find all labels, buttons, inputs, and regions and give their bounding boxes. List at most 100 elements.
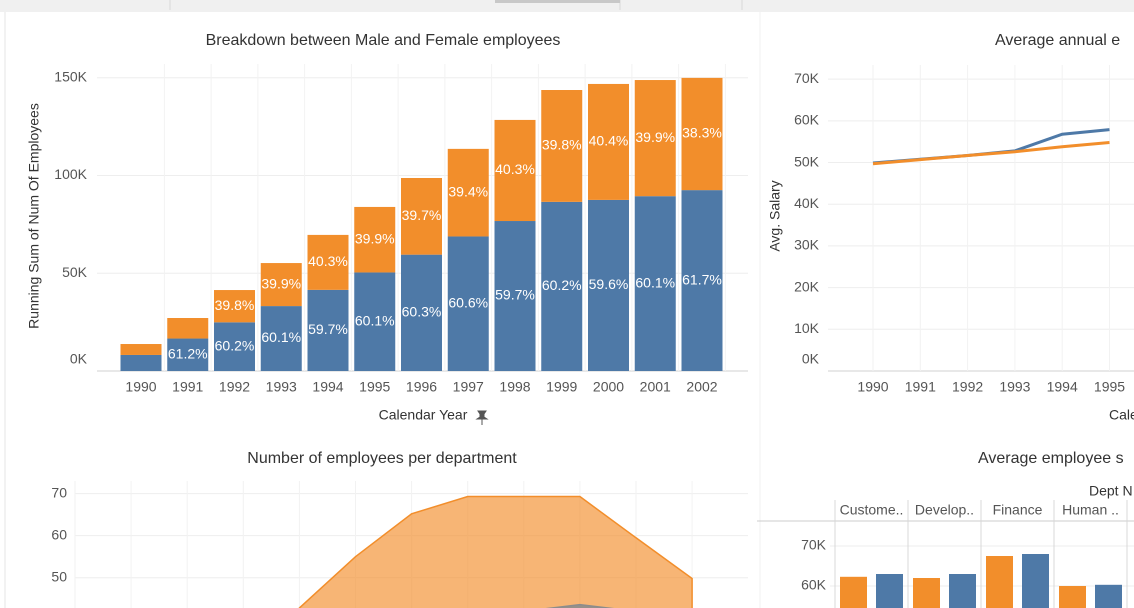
area-series (545, 603, 615, 608)
percent-label: 60.1% (355, 312, 395, 328)
bar-segment (167, 338, 209, 371)
percent-label: 40.4% (589, 133, 629, 149)
y-tick-label: 70K (794, 70, 820, 86)
x-tick-label: 1990 (857, 379, 888, 395)
area-series (298, 495, 693, 608)
y-tick-label: 70 (51, 484, 67, 500)
y-tick-label: 30K (794, 237, 820, 253)
bar-segment (494, 221, 536, 371)
x-axis-title: Calendar Year (379, 407, 468, 423)
percent-label: 61.7% (682, 271, 722, 287)
bar-segment (167, 318, 209, 339)
y-tick-label: 150K (54, 68, 87, 84)
bar-segment (260, 306, 302, 371)
bar-segment (120, 354, 162, 371)
x-tick-label: 1998 (499, 379, 530, 395)
column-label: Custome.. (840, 502, 904, 518)
bar-segment (681, 190, 723, 371)
bar-segment (447, 236, 489, 371)
percent-label: 40.3% (495, 161, 535, 177)
chart-title: Average employee s (978, 450, 1124, 467)
bar-segment (634, 196, 676, 371)
bar-segment (541, 90, 583, 202)
percent-label: 39.8% (542, 137, 582, 153)
bar-segment (401, 254, 442, 371)
x-tick-label: 2000 (593, 379, 624, 395)
x-tick-label: 2002 (686, 379, 717, 395)
chart-title: Breakdown between Male and Female employ… (206, 32, 561, 49)
bar (1059, 586, 1086, 608)
percent-label: 61.2% (168, 345, 208, 361)
bar (913, 578, 940, 608)
x-tick-label: 1995 (1094, 379, 1125, 395)
percent-label: 59.7% (308, 321, 348, 337)
bar-segment (634, 80, 676, 197)
y-tick-label: 100K (54, 166, 87, 182)
y-tick-label: 50K (794, 153, 820, 169)
percent-label: 40.3% (308, 253, 348, 269)
bar (949, 574, 976, 608)
bar-segment (214, 322, 255, 371)
x-tick-label: 1995 (359, 379, 390, 395)
percent-label: 60.2% (542, 277, 582, 293)
y-tick-label: 60 (51, 526, 67, 542)
y-tick-label: 10K (794, 320, 820, 336)
y-tick-label: 50K (62, 264, 88, 280)
x-tick-label: 1993 (266, 379, 297, 395)
percent-label: 39.8% (215, 297, 255, 313)
y-tick-label: 0K (70, 351, 88, 367)
bar-segment (214, 290, 255, 323)
x-tick-label: 1993 (999, 379, 1030, 395)
percent-label: 39.9% (261, 275, 301, 291)
y-tick-label: 60K (801, 577, 827, 593)
bar (986, 556, 1013, 608)
column-label: Develop.. (915, 502, 974, 518)
chart-title: Number of employees per department (247, 450, 517, 467)
pin-icon (475, 410, 489, 425)
bar (876, 574, 903, 608)
x-tick-label: 1994 (312, 379, 343, 395)
percent-label: 39.9% (635, 129, 675, 145)
y-tick-label: 0K (802, 351, 820, 367)
y-axis-title: Running Sum of Num Of Employees (26, 103, 42, 329)
percent-label: 39.9% (355, 230, 395, 246)
x-tick-label: 1991 (905, 379, 936, 395)
x-tick-label: 1990 (125, 379, 156, 395)
y-tick-label: 40K (794, 195, 820, 211)
x-tick-label: 1991 (172, 379, 203, 395)
bar-segment (354, 272, 396, 371)
bar-segment (307, 289, 349, 371)
toolbar-strip (0, 0, 1134, 12)
bar-segment (447, 148, 489, 237)
active-tab (495, 0, 620, 3)
y-tick-label: 60K (794, 112, 820, 128)
bar-segment (588, 83, 629, 200)
x-axis-title: Calendar Year (1109, 407, 1134, 423)
chart-title: Average annual e (995, 32, 1120, 49)
bar-segment (588, 199, 629, 371)
y-tick-label: 20K (794, 278, 820, 294)
column-label: Finance (993, 502, 1043, 518)
x-tick-label: 1996 (406, 379, 437, 395)
y-tick-label: 50 (51, 568, 67, 584)
line-series (872, 141, 1110, 166)
y-tick-label: 70K (801, 537, 827, 553)
percent-label: 39.4% (448, 183, 488, 199)
percent-label: 60.2% (215, 337, 255, 353)
x-tick-label: 1994 (1047, 379, 1078, 395)
percent-label: 60.1% (635, 274, 675, 290)
bar-segment (681, 77, 723, 191)
x-tick-label: 1997 (453, 379, 484, 395)
y-axis-title: Avg. Salary (767, 180, 783, 251)
bar-segment (354, 206, 396, 273)
percent-label: 60.6% (448, 294, 488, 310)
bar (1095, 584, 1122, 608)
percent-label: 38.3% (682, 125, 722, 141)
column-label: Human .. (1062, 502, 1119, 518)
bar-segment (401, 178, 442, 255)
x-tick-label: 2001 (640, 379, 671, 395)
percent-label: 39.7% (402, 207, 442, 223)
column-header: Dept N (1089, 483, 1133, 499)
